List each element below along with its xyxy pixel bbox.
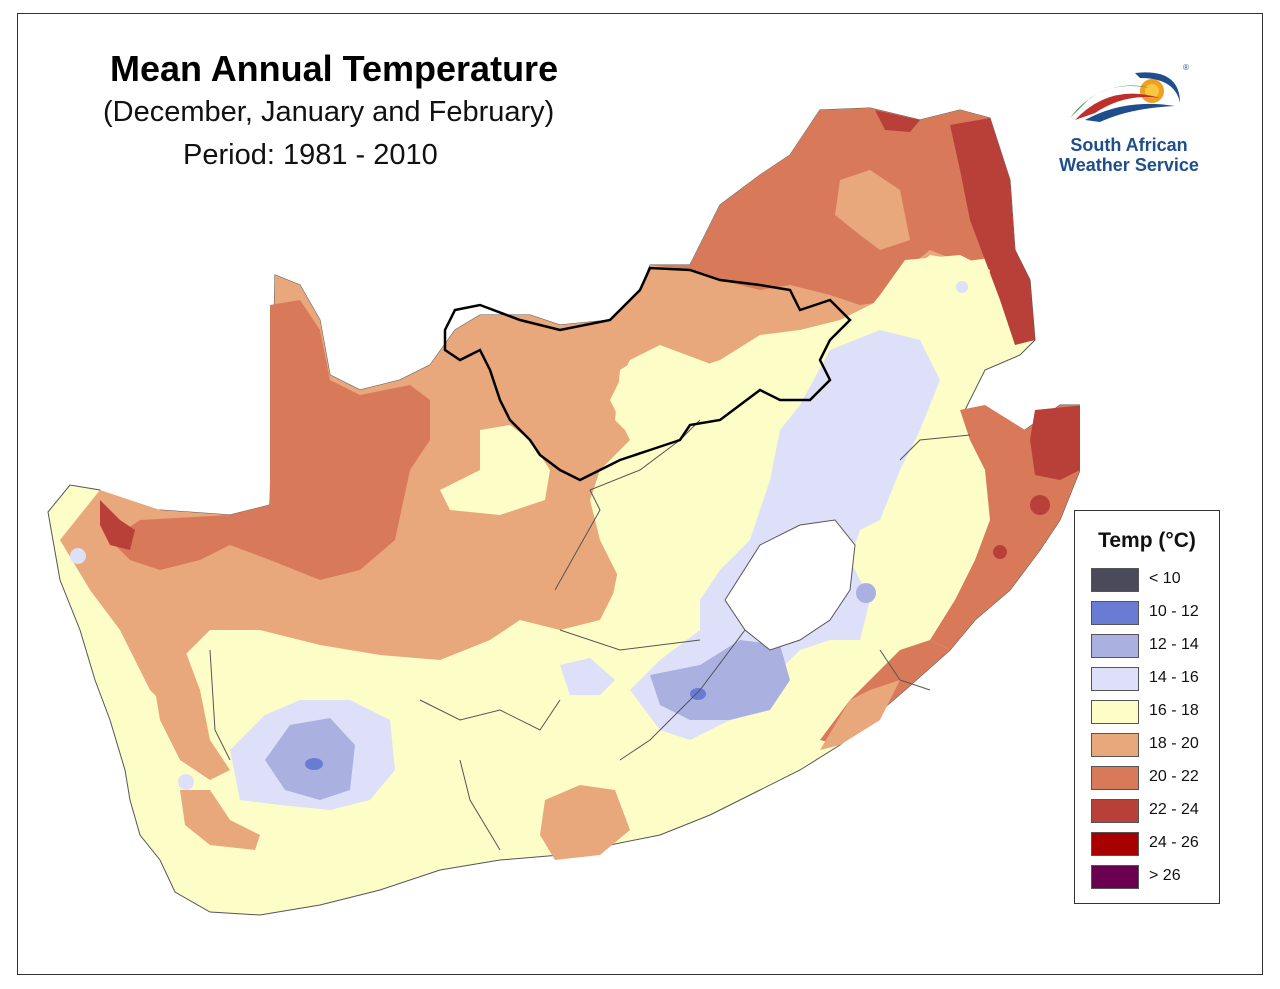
legend-swatch (1091, 766, 1139, 790)
legend-label: 22 - 24 (1149, 801, 1199, 818)
zone-22-24-north-tip (875, 110, 920, 132)
logo-text: South African Weather Service (1046, 135, 1212, 175)
legend-item: > 26 (1091, 865, 1211, 891)
zone-20-22-north (650, 108, 1015, 305)
svg-text:®: ® (1183, 63, 1189, 72)
legend-item: 24 - 26 (1091, 832, 1211, 858)
saws-logo-icon: ® (1070, 63, 1189, 122)
legend-item: 14 - 16 (1091, 667, 1211, 693)
legend-swatch (1091, 733, 1139, 757)
zone-18-20-southwest-patch (180, 790, 260, 850)
legend-label: 20 - 22 (1149, 768, 1199, 785)
temperature-map (47, 107, 1080, 916)
zone-18-20-west-coast (150, 650, 230, 780)
zone-16-18-north-patch (615, 345, 760, 445)
legend-item: 12 - 14 (1091, 634, 1211, 660)
legend-label: 14 - 16 (1149, 669, 1199, 686)
legend-swatch (1091, 667, 1139, 691)
zone-22-24-west (100, 500, 135, 550)
zone-12-14-highland (650, 640, 790, 720)
legend-label: 24 - 26 (1149, 834, 1199, 851)
legend-swatch (1091, 568, 1139, 592)
legend-item: 10 - 12 (1091, 601, 1211, 627)
legend-item: 22 - 24 (1091, 799, 1211, 825)
legend-label: 10 - 12 (1149, 603, 1199, 620)
legend-title: Temp (°C) (1098, 529, 1196, 552)
legend: Temp (°C) < 10 10 - 12 12 - 14 14 - 16 16 - … (1074, 510, 1220, 904)
zone-22-24-east (1030, 405, 1080, 480)
zone-18-20-south-patch (540, 785, 630, 860)
map-subtitle: (December, January and February) (103, 96, 555, 128)
legend-label: > 26 (1149, 867, 1181, 884)
logo-line-1: South African (1070, 135, 1188, 155)
legend-label: < 10 (1149, 570, 1181, 587)
zone-20-22-west (110, 300, 430, 580)
zone-14-16-karoo (560, 658, 615, 695)
legend-item: 18 - 20 (1091, 733, 1211, 759)
legend-label: 18 - 20 (1149, 735, 1199, 752)
north-west-province-border (443, 266, 852, 482)
zone-16-18-kalahari-patch (440, 425, 550, 515)
legend-item: < 10 (1091, 568, 1211, 594)
legend-swatch (1091, 832, 1139, 856)
map-title: Mean Annual Temperature (110, 48, 559, 89)
legend-swatch (1091, 799, 1139, 823)
logo-line-2: Weather Service (1059, 155, 1199, 175)
zone-18-20-inner-north (835, 170, 910, 250)
map-period: Period: 1981 - 2010 (183, 139, 438, 171)
legend-label: 12 - 14 (1149, 636, 1199, 653)
legend-swatch (1091, 601, 1139, 625)
lesotho-blank (724, 519, 856, 651)
zone-18-20-east-coast (820, 680, 900, 750)
legend-swatch (1091, 700, 1139, 724)
legend-label: 16 - 18 (1149, 702, 1199, 719)
legend-swatch (1091, 865, 1139, 889)
legend-swatch (1091, 634, 1139, 658)
legend-item: 20 - 22 (1091, 766, 1211, 792)
legend-item: 16 - 18 (1091, 700, 1211, 726)
zone-22-24-northeast (950, 118, 1035, 345)
